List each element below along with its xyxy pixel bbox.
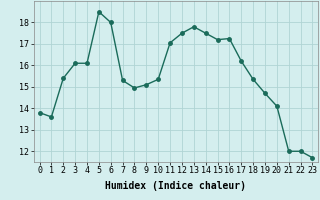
X-axis label: Humidex (Indice chaleur): Humidex (Indice chaleur) (106, 181, 246, 191)
